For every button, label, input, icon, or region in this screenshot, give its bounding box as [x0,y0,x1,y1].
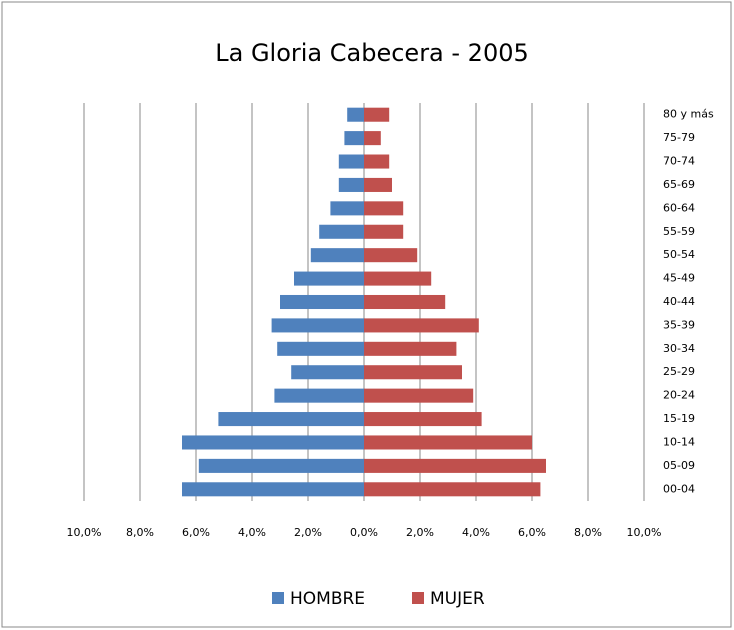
bar [364,107,390,122]
bar [364,248,418,263]
y-tick-label: 75-79 [663,131,695,144]
y-tick-label: 50-54 [663,248,695,261]
chart-title: La Gloria Cabecera - 2005 [215,39,529,67]
bar [364,201,404,216]
bar [364,341,457,356]
bar [182,435,364,450]
bar [364,482,541,497]
bar [330,201,364,216]
y-tick-label: 30-34 [663,342,695,355]
x-tick-label: 2,0% [294,526,322,539]
legend-label: HOMBRE [290,589,365,609]
y-tick-label: 35-39 [663,318,695,331]
bar [364,365,462,380]
legend-label: MUJER [430,589,485,609]
x-tick-label: 0,0% [350,526,378,539]
x-tick-label: 2,0% [406,526,434,539]
bar [364,271,432,286]
x-tick-label: 8,0% [574,526,602,539]
x-tick-label: 6,0% [182,526,210,539]
bar [271,318,364,333]
y-tick-label: 40-44 [663,295,695,308]
bar [364,318,479,333]
bar [338,154,364,169]
bar [182,482,364,497]
bar [347,107,364,122]
y-tick-label: 60-64 [663,201,695,214]
x-tick-label: 10,0% [627,526,662,539]
bar [274,388,364,403]
x-tick-label: 4,0% [462,526,490,539]
y-tick-label: 80 y más [663,108,714,121]
bar [364,412,482,427]
bar [364,224,404,239]
y-tick-label: 15-19 [663,412,695,425]
y-tick-label: 10-14 [663,435,695,448]
y-tick-label: 25-29 [663,365,695,378]
y-tick-label: 00-04 [663,482,695,495]
y-tick-label: 70-74 [663,155,695,168]
bar [198,458,364,473]
bar [319,224,364,239]
x-tick-label: 4,0% [238,526,266,539]
bar [338,177,364,192]
x-tick-label: 6,0% [518,526,546,539]
y-tick-label: 20-24 [663,389,695,402]
bar [364,154,390,169]
y-tick-label: 05-09 [663,459,695,472]
bar [364,177,392,192]
bar [294,271,364,286]
y-tick-label: 55-59 [663,225,695,238]
bar [218,412,364,427]
bar [364,388,474,403]
bar [291,365,364,380]
legend-swatch [272,592,284,604]
y-tick-label: 65-69 [663,178,695,191]
bar [310,248,364,263]
bar [277,341,364,356]
x-tick-label: 8,0% [126,526,154,539]
bar [364,131,381,146]
bar [364,435,532,450]
bar [364,458,546,473]
x-tick-label: 10,0% [67,526,102,539]
bar [280,294,364,310]
bar [344,131,364,146]
y-tick-label: 45-49 [663,272,695,285]
legend-swatch [412,592,424,604]
bar [364,294,446,310]
